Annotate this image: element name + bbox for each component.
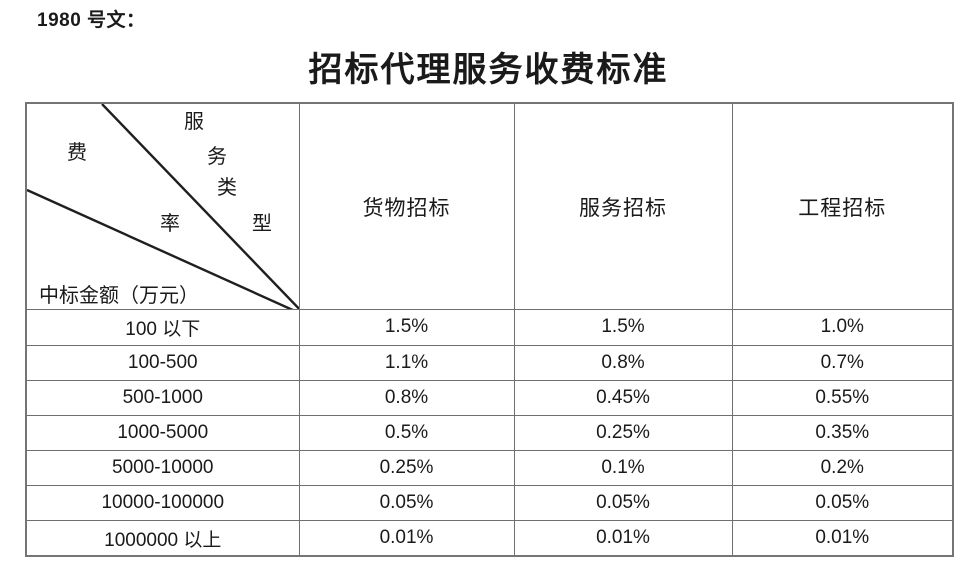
doc-reference-number: 1980 号文： (37, 10, 146, 31)
corner-label-fee-rate-char: 费 (67, 142, 87, 164)
column-header-goods: 货物招标 (298, 102, 515, 311)
amount-range-cell: 1000000 以上 (25, 520, 300, 557)
corner-label-fee-rate-char: 率 (160, 213, 180, 235)
goods-rate-cell: 0.05% (298, 485, 515, 522)
services-rate-cell: 1.5% (513, 309, 733, 346)
services-rate-cell: 0.01% (513, 520, 733, 557)
table-row: 5000-10000 0.25% 0.1% 0.2% (25, 449, 954, 487)
goods-rate-cell: 0.25% (298, 449, 515, 487)
goods-rate-cell: 0.01% (298, 520, 515, 557)
page-title: 招标代理服务收费标准 (308, 52, 669, 89)
amount-range-cell: 100 以下 (25, 309, 300, 346)
services-rate-cell: 0.1% (513, 449, 733, 487)
engineering-rate-cell: 0.05% (731, 485, 954, 522)
services-rate-cell: 0.8% (513, 344, 733, 381)
corner-label-service-type-char: 服 (184, 111, 204, 133)
column-header-services: 服务招标 (513, 102, 733, 311)
corner-label-bid-amount: 中标金额（万元） (39, 285, 199, 307)
table-row: 1000000 以上 0.01% 0.01% 0.01% (25, 520, 954, 557)
engineering-rate-cell: 0.2% (731, 449, 954, 487)
engineering-rate-cell: 0.7% (731, 344, 954, 381)
goods-rate-cell: 0.8% (298, 379, 515, 416)
table-row: 100 以下 1.5% 1.5% 1.0% (25, 309, 954, 346)
services-rate-cell: 0.45% (513, 379, 733, 416)
table-row: 100-500 1.1% 0.8% 0.7% (25, 344, 954, 381)
diagonal-split-lines (27, 103, 298, 309)
corner-label-service-type-char: 务 (207, 146, 227, 168)
corner-label-service-type-char: 类 (217, 177, 237, 199)
amount-range-cell: 5000-10000 (25, 449, 300, 487)
table-header-row: 服 务 类 型 费 率 中标金额（万元） 货物招标 服务招标 工程招标 (25, 102, 954, 311)
amount-range-cell: 500-1000 (25, 379, 300, 416)
diagonal-corner-cell: 服 务 类 型 费 率 中标金额（万元） (25, 102, 300, 311)
column-header-engineering: 工程招标 (731, 102, 954, 311)
services-rate-cell: 0.05% (513, 485, 733, 522)
corner-label-service-type-char: 型 (252, 213, 272, 235)
goods-rate-cell: 1.5% (298, 309, 515, 346)
table-row: 500-1000 0.8% 0.45% 0.55% (25, 379, 954, 416)
amount-range-cell: 100-500 (25, 344, 300, 381)
table-row: 10000-100000 0.05% 0.05% 0.05% (25, 485, 954, 522)
amount-range-cell: 1000-5000 (25, 414, 300, 451)
engineering-rate-cell: 0.01% (731, 520, 954, 557)
goods-rate-cell: 1.1% (298, 344, 515, 381)
goods-rate-cell: 0.5% (298, 414, 515, 451)
engineering-rate-cell: 1.0% (731, 309, 954, 346)
amount-range-cell: 10000-100000 (25, 485, 300, 522)
engineering-rate-cell: 0.55% (731, 379, 954, 416)
services-rate-cell: 0.25% (513, 414, 733, 451)
engineering-rate-cell: 0.35% (731, 414, 954, 451)
table-row: 1000-5000 0.5% 0.25% 0.35% (25, 414, 954, 451)
fee-standard-table: 服 务 类 型 费 率 中标金额（万元） 货物招标 服务招标 工程招标 100 … (25, 102, 954, 557)
